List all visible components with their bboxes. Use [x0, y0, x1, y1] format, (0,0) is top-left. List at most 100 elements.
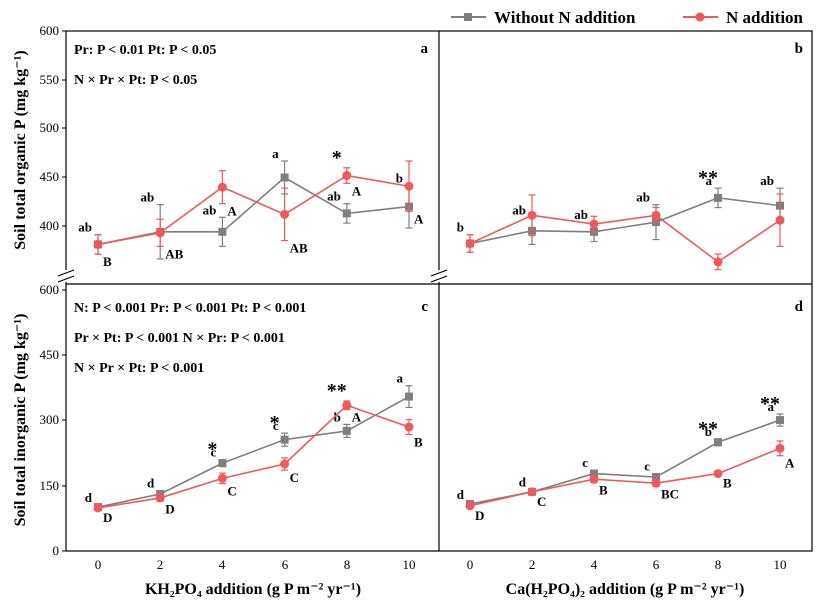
x-tick-label: 6 [653, 557, 660, 572]
significance-letter: D [165, 501, 174, 516]
significance-asterisk: ** [698, 167, 718, 189]
data-point-circle [155, 228, 165, 238]
significance-letter: A [414, 211, 424, 226]
significance-letter: d [519, 475, 527, 490]
y-tick-label: 0 [53, 543, 60, 558]
legend-marker-without [464, 13, 472, 21]
data-point-square [280, 435, 289, 444]
significance-asterisk: * [270, 412, 280, 434]
significance-letter: d [457, 487, 465, 502]
significance-letter: B [599, 483, 608, 498]
significance-letter: d [147, 476, 155, 491]
significance-letter: B [723, 476, 732, 491]
significance-asterisk: * [207, 439, 217, 461]
x-tick-label: 10 [774, 557, 787, 572]
panel-label-c: c [421, 299, 428, 315]
x-tick-label: 0 [95, 557, 102, 572]
x-axis-title-left: KH₂PO₄ addition (g P m⁻² yr⁻¹) [145, 581, 361, 598]
y-tick-label: 300 [40, 412, 60, 427]
x-tick-label: 0 [467, 557, 474, 572]
y-axis-title-organic: Soil total organic P (mg kg⁻¹) [12, 50, 29, 249]
data-point-square [342, 209, 351, 218]
significance-letter: ab [203, 202, 217, 217]
stats-line: N × Pr × Pt: P < 0.05 [74, 73, 197, 88]
data-point-square [218, 459, 227, 468]
data-point-circle [527, 210, 537, 220]
data-point-square [714, 193, 722, 202]
legend: Without N addition N addition [451, 8, 804, 27]
significance-letter: c [582, 455, 588, 470]
data-point-circle [93, 503, 103, 513]
data-point-circle [713, 257, 723, 267]
stats-line: Pr × Pt: P < 0.001 N × Pr: P < 0.001 [74, 331, 285, 346]
significance-asterisk: ** [327, 380, 347, 402]
y-tick-label: 500 [40, 120, 60, 135]
significance-letter: a [397, 371, 404, 386]
significance-letter: C [537, 494, 546, 509]
data-point-circle [280, 459, 290, 469]
data-point-square [776, 416, 784, 425]
stats-line: N: P < 0.001 Pr: P < 0.001 Pt: P < 0.001 [74, 301, 306, 316]
data-point-circle [651, 210, 661, 220]
panel-label-a: a [421, 41, 429, 57]
axis-break-marks [57, 269, 448, 283]
stats-a: Pr: P < 0.01 Pt: P < 0.05 N × Pr × Pt: P… [74, 43, 216, 88]
panel-label-b: b [795, 41, 803, 57]
x-tick-label: 2 [529, 557, 536, 572]
data-point-circle [217, 182, 227, 192]
data-point-circle [217, 473, 227, 483]
significance-letter: ab [140, 190, 154, 205]
stats-line: Pr: P < 0.01 Pt: P < 0.05 [74, 43, 216, 58]
significance-letter: b [334, 409, 341, 424]
series-line-d-without-n [469, 419, 781, 505]
significance-letter: a [768, 399, 775, 414]
data-point-circle [527, 487, 537, 497]
series-line-c-without-n [97, 395, 410, 508]
data-point-circle [589, 474, 599, 484]
x-tick-label: 6 [282, 557, 289, 572]
y-tick-label: 600 [40, 23, 60, 38]
data-point-square [405, 392, 413, 401]
significance-letter: A [352, 410, 362, 425]
data-point-circle [713, 469, 723, 479]
y-tick-label: 550 [40, 72, 60, 87]
significance-letter: b [457, 220, 464, 235]
series-line-c-with-n [97, 404, 410, 509]
x-axis-title-right: Ca(H₂PO₄)₂ addition (g P m⁻² yr⁻¹) [506, 581, 745, 598]
significance-letter: BC [661, 487, 679, 502]
data-point-circle [651, 478, 661, 488]
data-point-circle [589, 219, 599, 229]
data-point-circle [465, 238, 475, 248]
significance-letter: d [85, 490, 93, 505]
x-tick-label: 4 [219, 557, 226, 572]
data-point-circle [280, 209, 290, 219]
series-line-d-with-n [469, 447, 781, 507]
significance-letter: ab [574, 207, 588, 222]
stats-line: N × Pr × Pt: P < 0.001 [74, 361, 204, 376]
data-point-square [714, 438, 722, 447]
significance-letter: c [644, 459, 650, 474]
significance-letter: ab [327, 189, 341, 204]
significance-letter: ab [512, 202, 526, 217]
significance-letter: b [705, 424, 712, 439]
significance-letter: C [227, 484, 236, 499]
data-point-square [590, 469, 598, 478]
legend-marker-with [695, 12, 705, 22]
significance-letter: C [290, 470, 299, 485]
data-point-square [218, 227, 227, 236]
significance-letter: A [227, 204, 237, 219]
data-point-circle [93, 239, 103, 249]
x-tick-label: 2 [157, 557, 164, 572]
significance-letter: b [396, 170, 403, 185]
significance-letter: D [103, 510, 112, 525]
y-tick-label: 600 [40, 282, 60, 297]
data-point-circle [155, 493, 165, 503]
significance-letter: B [414, 434, 423, 449]
x-axis-right: 0 2 4 6 8 10 [467, 557, 787, 572]
series-line-b-with-n [469, 214, 781, 263]
significance-letter: a [706, 173, 713, 188]
significance-letter: c [211, 445, 217, 460]
significance-letter: A [352, 183, 362, 198]
data-point-circle [404, 422, 414, 432]
